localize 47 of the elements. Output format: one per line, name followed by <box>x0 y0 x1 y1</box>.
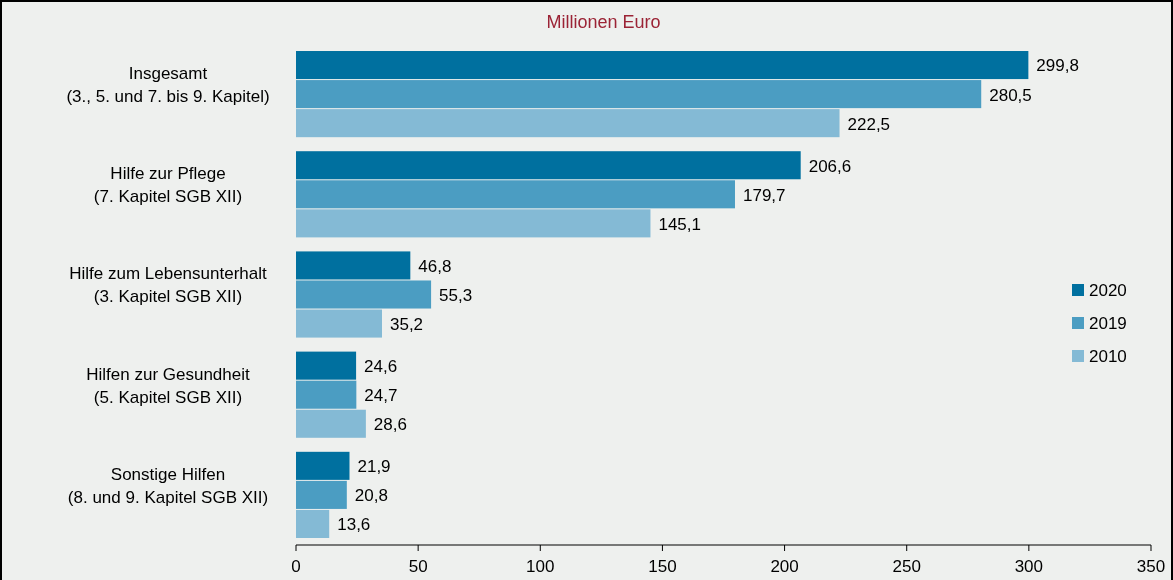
bar <box>296 509 330 538</box>
data-label: 280,5 <box>989 85 1032 105</box>
bar <box>296 409 366 438</box>
x-tick-label: 300 <box>1014 557 1044 576</box>
data-label: 55,3 <box>439 285 473 305</box>
data-label: 13,6 <box>337 515 371 535</box>
chart-title: Millionen Euro <box>546 12 661 32</box>
data-label: 46,8 <box>418 256 452 276</box>
data-label: 21,9 <box>357 457 391 477</box>
y-tick-label: Hilfe zur Pflege (7. Kapitel SGB XII) <box>93 164 243 207</box>
bar <box>296 251 411 280</box>
y-tick-label: Hilfe zum Lebensunterhalt (3. Kapitel SGB XII) <box>69 264 268 307</box>
bar <box>296 451 350 480</box>
y-tick-label: Insgesamt (3., 5. und 7. bis 9. Kapitel) <box>66 64 270 107</box>
y-tick-label: Sonstige Hilfen (8. und 9. Kapitel SGB XII) <box>67 464 269 507</box>
bar <box>296 209 651 238</box>
x-tick-label: 100 <box>526 557 555 576</box>
legend-label: 2020 <box>1089 280 1127 300</box>
x-tick-label: 250 <box>892 557 921 576</box>
data-label: 145,1 <box>658 214 702 234</box>
bar <box>296 80 982 109</box>
legend-label: 2010 <box>1089 346 1127 366</box>
data-label: 222,5 <box>847 114 891 134</box>
x-tick-label: 200 <box>770 557 799 576</box>
bar <box>296 151 801 180</box>
data-label: 299,8 <box>1036 56 1079 76</box>
x-tick-label: 0 <box>291 557 301 576</box>
bar <box>296 180 735 209</box>
bar <box>296 51 1029 80</box>
legend-label: 2019 <box>1089 313 1127 333</box>
bar <box>296 309 382 338</box>
data-label: 20,8 <box>354 486 388 506</box>
data-label: 35,2 <box>389 315 424 335</box>
x-tick-label: 350 <box>1136 557 1166 576</box>
bar <box>296 109 840 138</box>
x-tick-label: 50 <box>408 557 428 576</box>
data-label: 24,6 <box>364 357 398 377</box>
x-tick-label: 150 <box>648 557 677 576</box>
bar <box>296 480 347 509</box>
data-label: 206,6 <box>808 156 852 176</box>
bar <box>296 380 357 409</box>
data-label: 24,7 <box>364 386 398 406</box>
data-label: 28,6 <box>373 415 407 435</box>
y-tick-label: Hilfen zur Gesundheit (5. Kapitel SGB XII) <box>86 364 251 407</box>
bar <box>296 280 432 309</box>
bar <box>296 351 357 380</box>
data-label: 179,7 <box>742 185 786 205</box>
